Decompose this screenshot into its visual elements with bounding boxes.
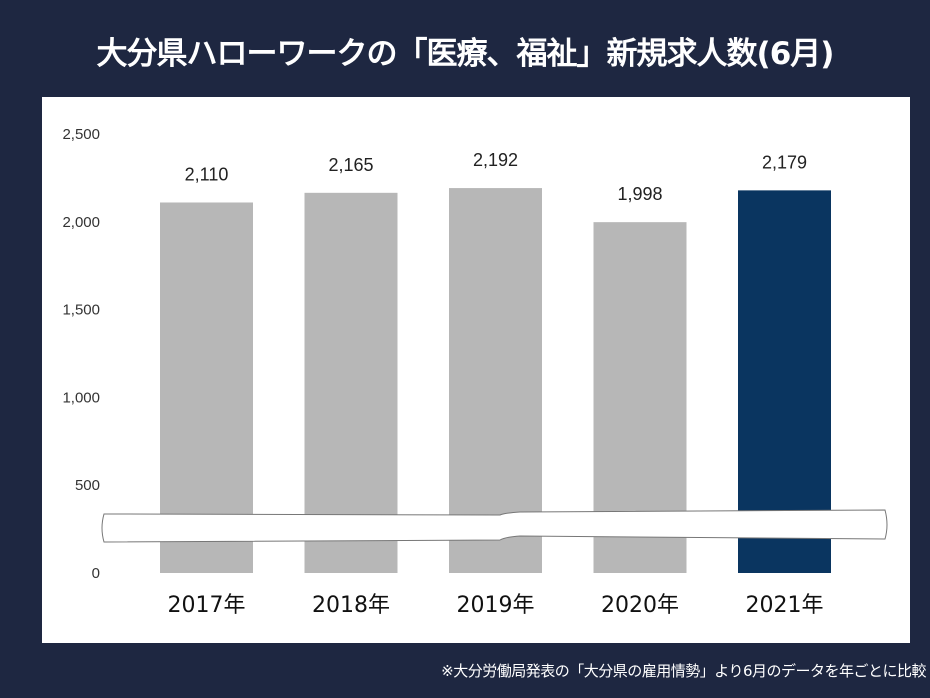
x-tick-label: 2020年: [601, 593, 679, 618]
data-label: 2,179: [762, 152, 807, 172]
x-tick-label: 2018年: [312, 593, 390, 618]
data-label: 2,165: [328, 155, 373, 175]
y-tick-label: 0: [92, 565, 100, 582]
chart-title: 大分県ハローワークの「医療、福祉」新規求人数(6月): [96, 36, 835, 72]
x-tick-label: 2019年: [457, 593, 535, 618]
y-tick-label: 500: [75, 477, 100, 494]
data-label: 1,998: [617, 184, 662, 204]
data-label: 2,110: [185, 164, 229, 184]
footnote: ※大分労働局発表の「大分県の雇用情勢」より6月のデータを年ごとに比較: [441, 662, 926, 680]
y-tick-label: 2,500: [62, 126, 100, 143]
data-label: 2,192: [473, 150, 518, 170]
bar-2017年: [160, 202, 253, 573]
bar-2021年: [738, 190, 831, 573]
y-tick-label: 1,500: [62, 302, 100, 319]
bar-2018年: [304, 192, 398, 574]
bar-2019年: [449, 188, 542, 574]
y-tick-label: 2,000: [62, 214, 100, 231]
x-tick-label: 2021年: [746, 593, 824, 618]
axis-break-band: [101, 509, 888, 543]
x-tick-label: 2017年: [168, 593, 246, 618]
y-tick-label: 1,000: [62, 389, 100, 406]
